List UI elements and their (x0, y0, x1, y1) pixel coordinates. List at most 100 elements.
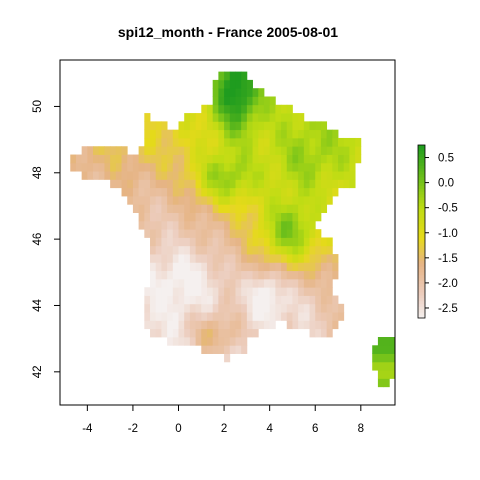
raster-cell (104, 154, 111, 164)
raster-cell (127, 187, 134, 197)
raster-cell (178, 196, 185, 205)
raster-cell (263, 113, 271, 122)
raster-cell (241, 262, 248, 272)
raster-cell (150, 303, 157, 313)
raster-cell (229, 96, 236, 106)
raster-cell (275, 104, 282, 114)
raster-cell (235, 171, 242, 180)
raster-cell (201, 187, 208, 197)
raster-cell (212, 278, 219, 288)
raster-cell (281, 287, 288, 296)
raster-cell (150, 220, 157, 230)
raster-cell (167, 212, 174, 222)
raster-cell (212, 220, 219, 230)
raster-cell (377, 370, 385, 379)
raster-cell (155, 204, 162, 213)
raster-cell (286, 196, 293, 205)
raster-cell (303, 262, 310, 272)
raster-cell (184, 212, 191, 222)
raster-cell (298, 237, 305, 247)
raster-cell (235, 229, 242, 238)
raster-cell (229, 171, 236, 180)
raster-cell (235, 278, 242, 288)
raster-cell (161, 278, 168, 288)
raster-cell (235, 345, 242, 354)
raster-cell (229, 262, 236, 272)
raster-cell (320, 303, 328, 313)
raster-cell (298, 162, 305, 172)
raster-cell (309, 196, 316, 205)
raster-cell (275, 137, 282, 147)
raster-cell (121, 162, 128, 172)
legend-swatch (418, 263, 425, 267)
raster-cell (184, 129, 191, 139)
raster-cell (195, 295, 202, 305)
raster-cell (320, 187, 328, 197)
raster-cell (292, 295, 299, 305)
raster-cell (303, 295, 310, 305)
raster-cell (98, 171, 105, 180)
raster-cell (138, 146, 145, 155)
raster-cell (269, 287, 276, 296)
raster-cell (167, 146, 174, 155)
raster-cell (292, 262, 299, 272)
raster-cell (298, 220, 305, 230)
raster-cell (206, 196, 214, 205)
raster-cell (377, 378, 385, 388)
raster-cell (269, 146, 276, 155)
raster-cell (286, 237, 293, 247)
raster-cell (144, 229, 151, 238)
raster-cell (235, 328, 242, 338)
raster-cell (189, 121, 196, 131)
raster-cell (206, 303, 214, 313)
raster-cell (195, 137, 202, 147)
raster-cell (155, 146, 162, 155)
raster-cell (286, 137, 293, 147)
raster-cell (246, 245, 253, 255)
raster-cell (258, 154, 265, 164)
raster-cell (167, 303, 174, 313)
raster-cell (235, 129, 242, 139)
raster-cell (241, 79, 248, 89)
raster-cell (206, 287, 214, 296)
raster-cell (189, 270, 196, 280)
raster-cell (161, 137, 168, 147)
raster-cell (212, 162, 219, 172)
raster-cell (195, 337, 202, 346)
raster-cell (150, 295, 157, 305)
raster-cell (155, 270, 162, 280)
legend-swatch (418, 165, 425, 169)
raster-cell (298, 187, 305, 197)
raster-cell (224, 179, 231, 189)
raster-cell (150, 179, 157, 189)
raster-cell (309, 262, 316, 272)
raster-cell (201, 254, 208, 263)
raster-cell (229, 187, 236, 197)
raster-cell (263, 229, 271, 238)
raster-cell (201, 171, 208, 180)
raster-cell (320, 121, 328, 131)
raster-cell (189, 187, 196, 197)
raster-cell (326, 146, 333, 155)
raster-cell (161, 245, 168, 255)
raster-cell (326, 312, 333, 321)
raster-cell (167, 337, 174, 346)
raster-cell (218, 154, 225, 164)
raster-cell (172, 295, 179, 305)
raster-cell (132, 179, 140, 189)
raster-cell (241, 113, 248, 122)
raster-cell (155, 237, 162, 247)
raster-cell (178, 220, 185, 230)
raster-cell (235, 320, 242, 330)
raster-cell (269, 129, 276, 139)
raster-cell (189, 303, 196, 313)
raster-cell (235, 295, 242, 305)
raster-cell (218, 245, 225, 255)
raster-cell (235, 312, 242, 321)
raster-cell (275, 154, 282, 164)
raster-cell (303, 137, 310, 147)
raster-cell (172, 129, 179, 139)
raster-cell (184, 146, 191, 155)
raster-cell (286, 104, 293, 114)
raster-cell (206, 113, 214, 122)
